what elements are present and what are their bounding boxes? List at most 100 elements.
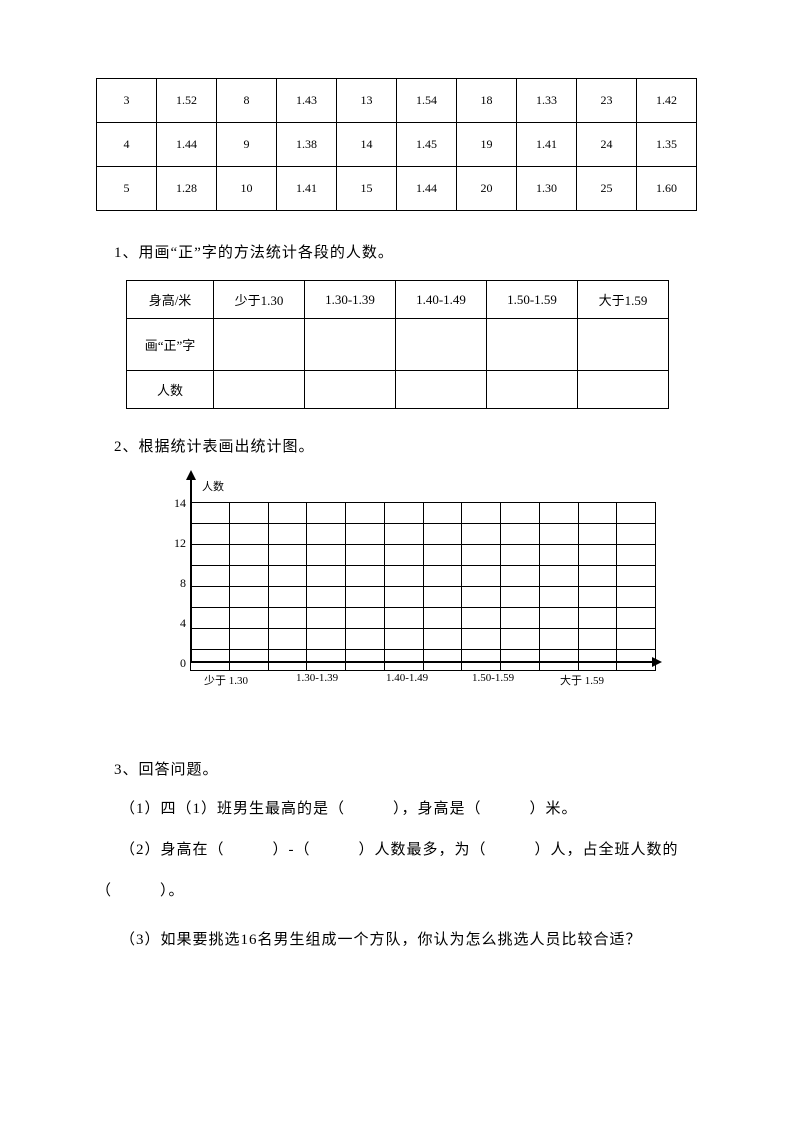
grid-cell [384, 650, 423, 671]
grid-cell [501, 503, 540, 524]
height-data-table: 3 1.52 8 1.43 13 1.54 18 1.33 23 1.42 4 … [96, 78, 697, 211]
cell: 9 [217, 123, 277, 167]
cell: 1.43 [277, 79, 337, 123]
cell: 1.41 [277, 167, 337, 211]
grid-cell [229, 503, 268, 524]
x-tick-label: 少于 1.30 [204, 672, 248, 688]
count-cell[interactable] [487, 371, 578, 409]
grid-cell [346, 566, 385, 587]
cell: 3 [97, 79, 157, 123]
tally-marks-row: 画“正”字 [127, 319, 669, 371]
tally-cell[interactable] [305, 319, 396, 371]
grid-cell [578, 629, 617, 650]
tally-header-row: 身高/米 少于1.30 1.30-1.39 1.40-1.49 1.50-1.5… [127, 281, 669, 319]
y-tick-label: 14 [160, 496, 186, 511]
grid-cell [268, 503, 307, 524]
grid-cell [268, 545, 307, 566]
grid-cell [539, 545, 578, 566]
grid-cell [462, 608, 501, 629]
x-tick-label: 大于 1.59 [560, 672, 604, 688]
grid-cell [501, 650, 540, 671]
grid-cell [423, 524, 462, 545]
grid-cell [462, 545, 501, 566]
tally-range: 1.50-1.59 [487, 281, 578, 319]
tally-row-label: 画“正”字 [127, 319, 214, 371]
tally-cell[interactable] [214, 319, 305, 371]
grid-cell [578, 524, 617, 545]
grid-cell [384, 629, 423, 650]
grid-cell [346, 629, 385, 650]
grid-cell [384, 587, 423, 608]
cell: 1.54 [397, 79, 457, 123]
grid-cell [462, 587, 501, 608]
grid-cell [268, 524, 307, 545]
grid-cell [268, 587, 307, 608]
grid-cell [307, 503, 346, 524]
tally-row-label: 人数 [127, 371, 214, 409]
grid-cell [229, 587, 268, 608]
q2-prompt: 2、根据统计表画出统计图。 [114, 435, 697, 456]
count-cell[interactable] [396, 371, 487, 409]
cell: 1.28 [157, 167, 217, 211]
grid-cell [346, 587, 385, 608]
x-axis-line [190, 661, 660, 663]
grid-cell [617, 524, 656, 545]
grid-cell [539, 629, 578, 650]
grid-cell [191, 524, 230, 545]
grid-cell [229, 566, 268, 587]
grid-cell [462, 566, 501, 587]
grid-cell [578, 587, 617, 608]
grid-cell [346, 608, 385, 629]
grid-cell [307, 629, 346, 650]
cell: 13 [337, 79, 397, 123]
grid-cell [539, 503, 578, 524]
y-tick-label: 0 [160, 656, 186, 671]
grid-cell [501, 545, 540, 566]
cell: 4 [97, 123, 157, 167]
q3-sub3: （3）如果要挑选16名男生组成一个方队，你认为怎么挑选人员比较合适？ [120, 928, 697, 949]
cell: 1.35 [637, 123, 697, 167]
q3-sub2-b: （ ）。 [96, 879, 697, 900]
grid-cell [229, 629, 268, 650]
grid-cell [578, 608, 617, 629]
grid-cell [384, 608, 423, 629]
grid-cell [191, 566, 230, 587]
grid-cell [268, 650, 307, 671]
cell: 1.44 [397, 167, 457, 211]
cell: 1.38 [277, 123, 337, 167]
grid-cell [539, 650, 578, 671]
cell: 14 [337, 123, 397, 167]
grid-cell [501, 587, 540, 608]
table-row: 4 1.44 9 1.38 14 1.45 19 1.41 24 1.35 [97, 123, 697, 167]
grid-cell [191, 650, 230, 671]
grid-cell [462, 629, 501, 650]
count-cell[interactable] [214, 371, 305, 409]
x-tick-label: 1.40-1.49 [386, 672, 428, 684]
grid-cell [539, 587, 578, 608]
cell: 20 [457, 167, 517, 211]
tally-range: 少于1.30 [214, 281, 305, 319]
cell: 1.60 [637, 167, 697, 211]
grid-cell [617, 629, 656, 650]
grid-cell [307, 524, 346, 545]
grid-cell [384, 503, 423, 524]
cell: 25 [577, 167, 637, 211]
q1-prompt: 1、用画“正”字的方法统计各段的人数。 [114, 241, 697, 262]
cell: 1.30 [517, 167, 577, 211]
tally-cell[interactable] [578, 319, 669, 371]
grid-cell [578, 566, 617, 587]
x-tick-label: 1.30-1.39 [296, 672, 338, 684]
tally-cell[interactable] [487, 319, 578, 371]
x-tick-label: 1.50-1.59 [472, 672, 514, 684]
count-cell[interactable] [578, 371, 669, 409]
y-tick-label: 4 [160, 616, 186, 631]
grid-cell [423, 566, 462, 587]
cell: 1.41 [517, 123, 577, 167]
grid-cell [462, 650, 501, 671]
arrow-right-icon [652, 657, 662, 667]
grid-cell [539, 524, 578, 545]
cell: 24 [577, 123, 637, 167]
tally-cell[interactable] [396, 319, 487, 371]
count-cell[interactable] [305, 371, 396, 409]
grid-cell [307, 566, 346, 587]
